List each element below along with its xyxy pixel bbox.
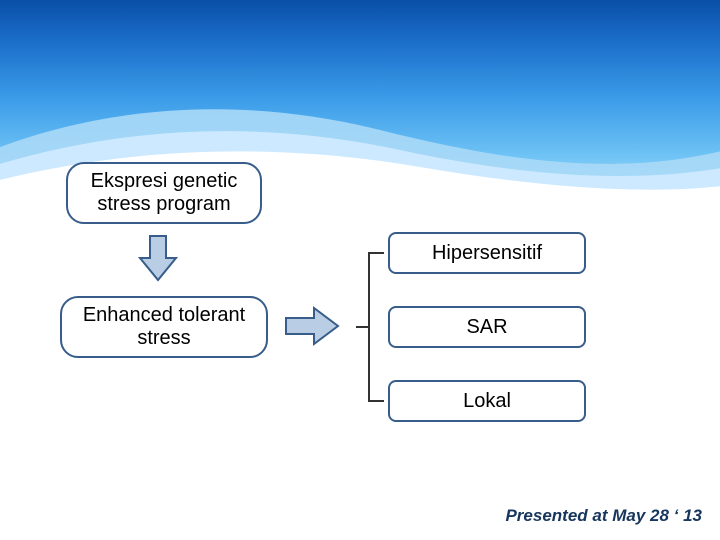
arrow-right-icon <box>282 304 342 348</box>
box-lokal: Lokal <box>388 380 586 422</box>
box-sar-label: SAR <box>466 316 507 339</box>
box-hipersensitif-label: Hipersensitif <box>432 242 542 265</box>
box-enhanced-label: Enhanced tolerant stress <box>83 304 245 350</box>
box-ekspresi: Ekspresi genetic stress program <box>66 162 262 224</box>
box-enhanced: Enhanced tolerant stress <box>60 296 268 358</box>
footer-label: Presented at May 28 ‘ 13 <box>505 506 702 525</box>
bracket-icon <box>368 252 370 402</box>
footer-text: Presented at May 28 ‘ 13 <box>505 506 702 526</box>
box-lokal-label: Lokal <box>463 390 511 413</box>
box-ekspresi-label: Ekspresi genetic stress program <box>91 170 238 216</box>
box-hipersensitif: Hipersensitif <box>388 232 586 274</box>
arrow-down-icon <box>136 232 180 284</box>
slide: Ekspresi genetic stress program Enhanced… <box>0 0 720 540</box>
box-sar: SAR <box>388 306 586 348</box>
